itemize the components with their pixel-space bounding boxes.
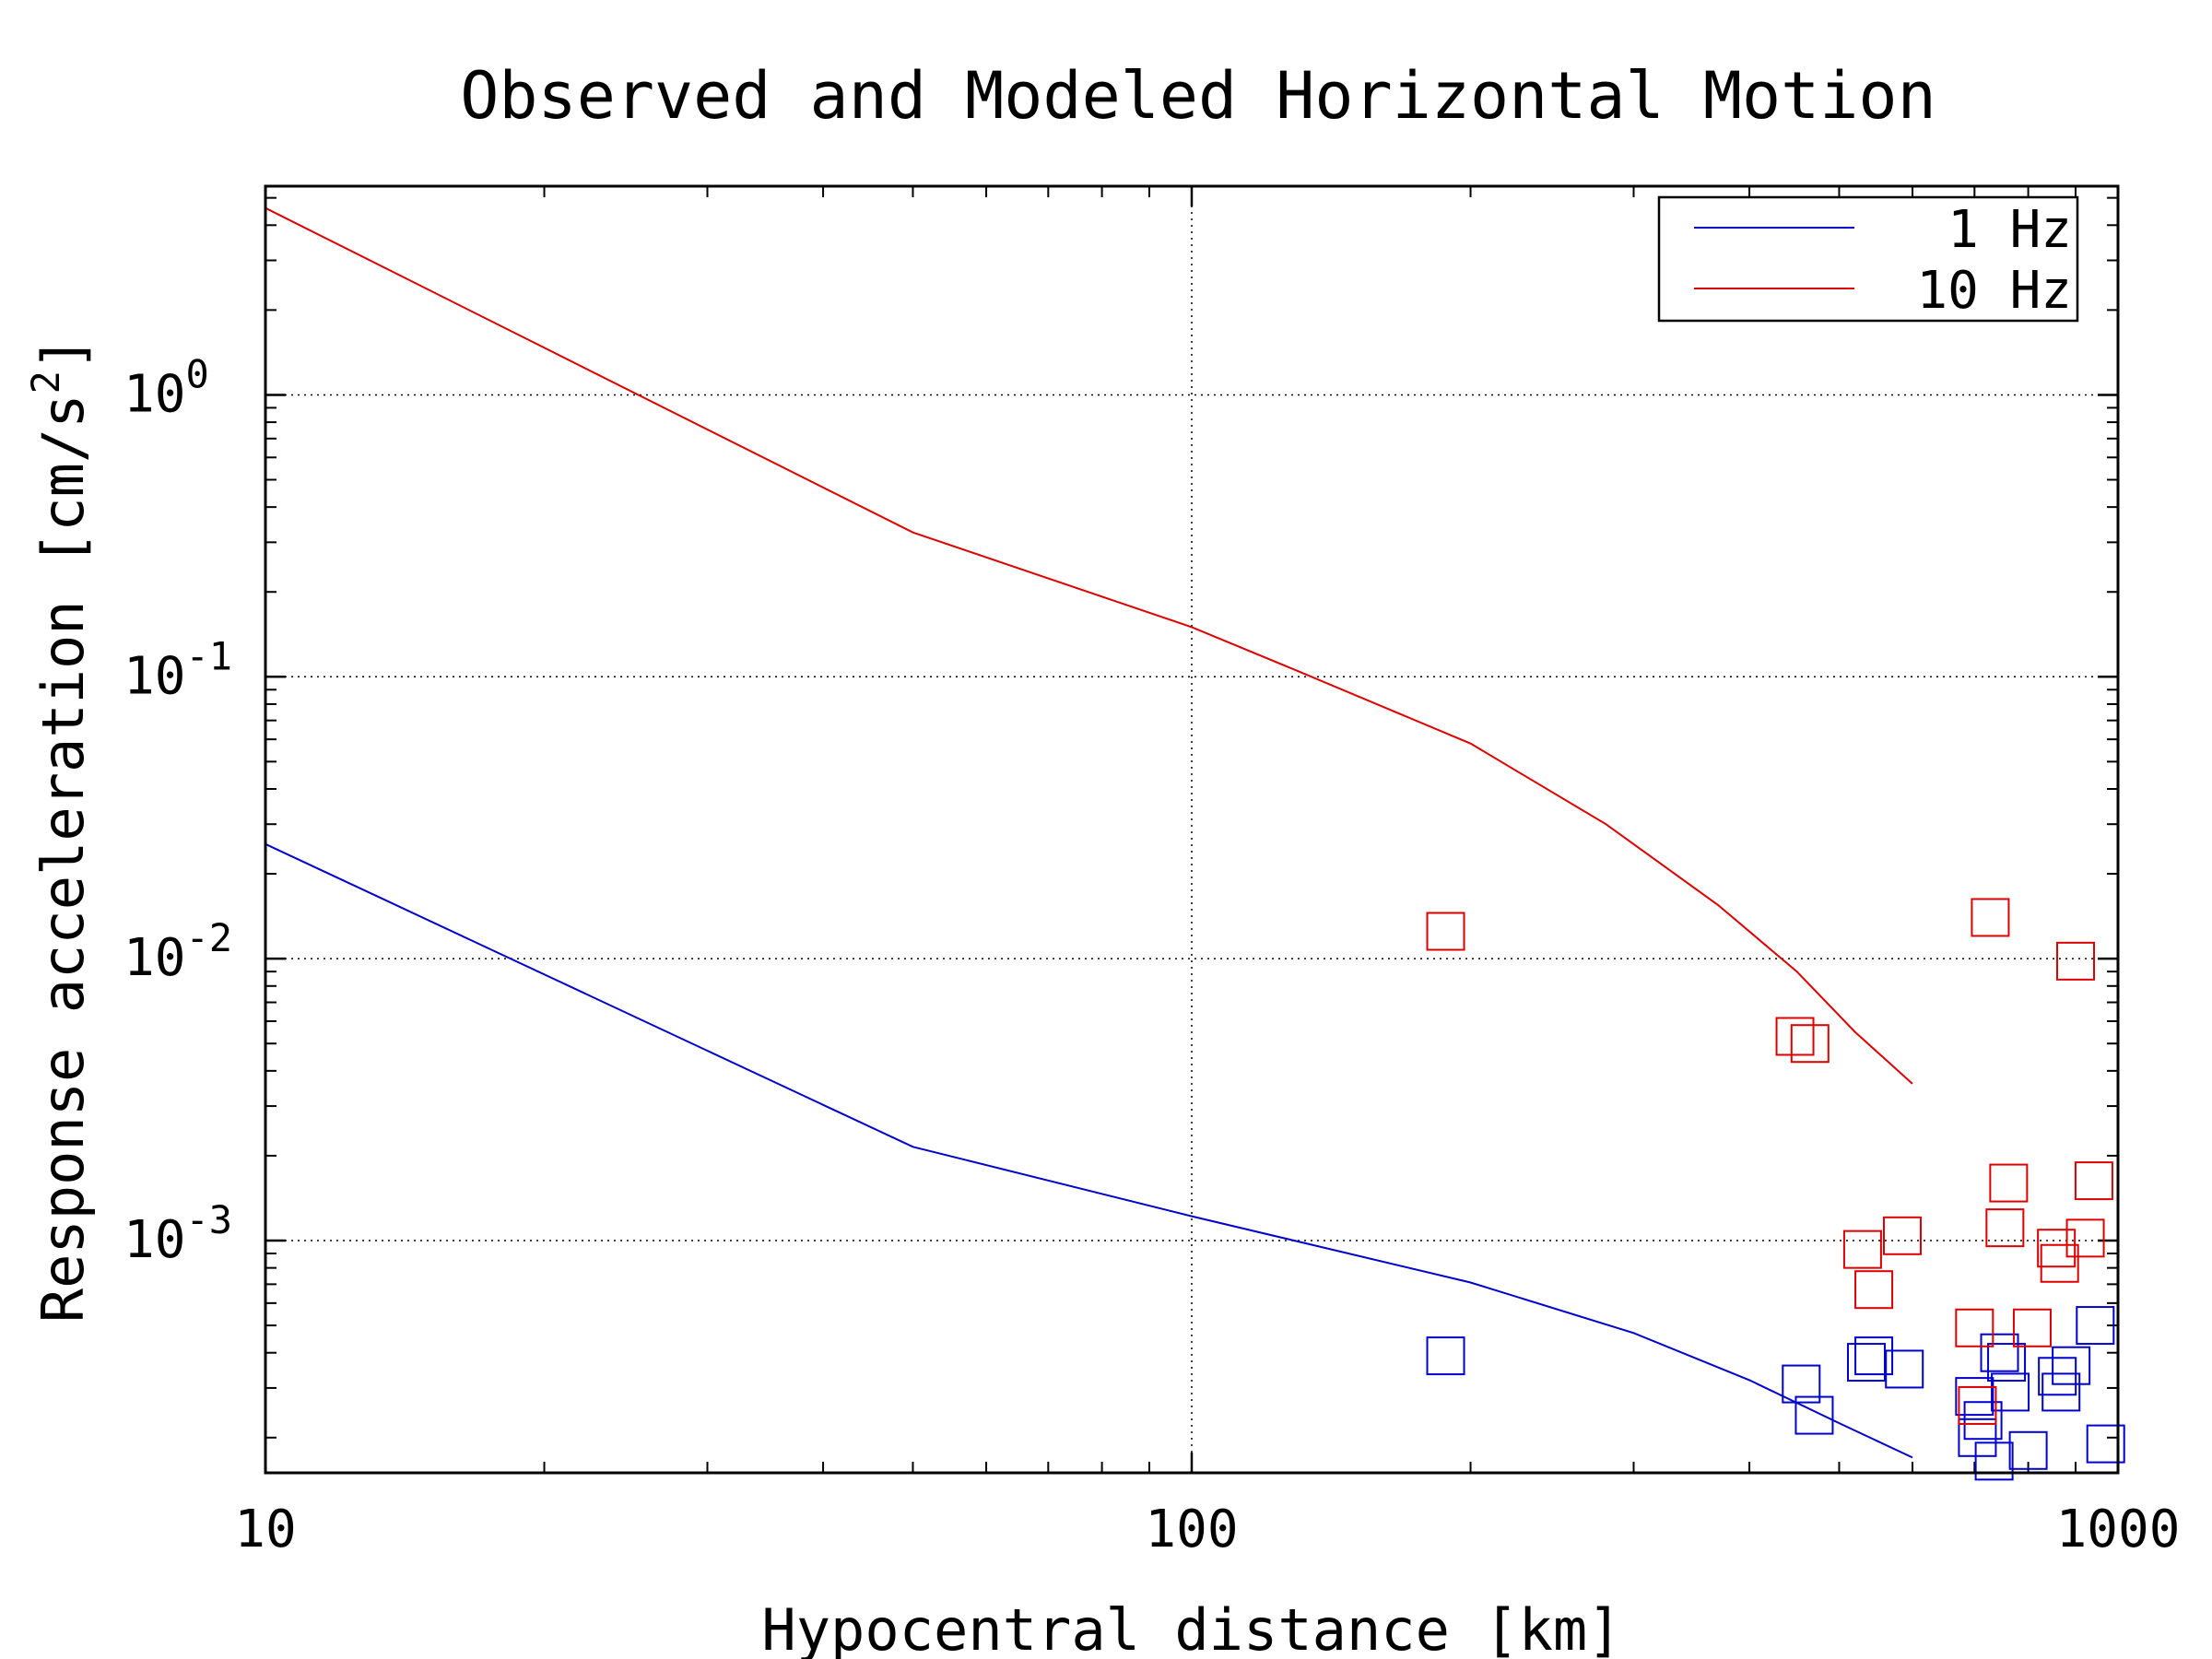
series-line-1hz xyxy=(265,842,1913,1459)
scatter-point-red xyxy=(2074,1161,2113,1201)
scatter-point-red xyxy=(1426,912,1465,951)
x-axis-label: Hypocentral distance [km] xyxy=(761,1596,1621,1659)
scatter-point-red xyxy=(1790,1024,1830,1064)
scatter-point-blue xyxy=(1955,1377,1994,1417)
scatter-point-red xyxy=(1842,1230,1882,1269)
scatter-point-red xyxy=(1854,1270,1894,1310)
scatter-point-blue xyxy=(1794,1395,1834,1435)
scatter-point-red xyxy=(1971,898,2010,937)
scatter-point-blue xyxy=(2041,1372,2081,1412)
scatter-point-blue xyxy=(1980,1333,2019,1372)
x-tick-labels: 10 100 1000 xyxy=(234,1500,2180,1559)
y-axis-label-main: Response acceleration [cm/s xyxy=(29,394,97,1323)
scatter-markers xyxy=(1426,898,2125,1481)
grid-lines xyxy=(265,186,2118,1473)
series-line-10hz xyxy=(265,206,1913,1085)
scatter-point-red xyxy=(1882,1216,1922,1255)
y-tick-labels: 100 10-1 10-2 10-3 xyxy=(124,351,232,1270)
y-axis-label-suffix: ] xyxy=(29,336,97,371)
scatter-point-blue xyxy=(2038,1357,2077,1396)
scatter-point-red xyxy=(2012,1308,2052,1347)
scatter-point-red xyxy=(1775,1017,1815,1056)
scatter-point-blue xyxy=(2008,1430,2048,1470)
scatter-point-red xyxy=(1955,1308,1994,1347)
y-tick-label: 10-1 xyxy=(124,633,232,706)
scatter-point-red xyxy=(2040,1243,2079,1283)
y-axis-label: Response acceleration [cm/s2] xyxy=(23,336,97,1323)
scatter-point-blue xyxy=(1974,1441,2014,1481)
scatter-point-blue xyxy=(1782,1364,1821,1404)
scatter-point-blue xyxy=(1958,1418,1997,1457)
scatter-point-red xyxy=(2056,941,2096,981)
legend-label-1hz: 1 Hz xyxy=(1947,200,2072,260)
scatter-point-red xyxy=(1958,1385,1997,1425)
scatter-point-red xyxy=(2037,1229,2077,1268)
plot-frame xyxy=(264,184,2120,1475)
scatter-point-blue xyxy=(1846,1343,1886,1382)
scatter-point-red xyxy=(1989,1163,2029,1203)
scatter-point-blue xyxy=(2052,1346,2091,1385)
scatter-point-blue xyxy=(1963,1401,2003,1441)
series-lines xyxy=(265,206,1913,1459)
scatter-point-blue xyxy=(1987,1343,2027,1382)
scatter-point-red xyxy=(1985,1208,2025,1248)
y-tick-label: 10-3 xyxy=(124,1197,232,1270)
scatter-point-blue xyxy=(1854,1336,1894,1376)
scatter-point-blue xyxy=(1885,1349,1924,1389)
scatter-point-blue xyxy=(2076,1306,2115,1346)
legend-label-10hz: 10 Hz xyxy=(1916,261,2072,321)
scatter-point-blue xyxy=(2086,1424,2125,1464)
legend-box xyxy=(1657,195,2079,323)
legend: 1 Hz 10 Hz xyxy=(1657,195,2079,323)
y-tick-label: 10-2 xyxy=(124,915,232,988)
scatter-point-red xyxy=(2065,1218,2105,1258)
scatter-point-blue xyxy=(1991,1372,2030,1412)
x-tick-label: 1000 xyxy=(2056,1500,2181,1559)
x-tick-label: 100 xyxy=(1145,1500,1238,1559)
y-axis-label-superscript: 2 xyxy=(23,371,68,394)
y-tick-label: 100 xyxy=(124,351,209,424)
x-tick-label: 10 xyxy=(234,1500,296,1559)
scatter-point-blue xyxy=(1426,1336,1465,1376)
chart-title: Observed and Modeled Horizontal Motion xyxy=(460,58,1936,134)
